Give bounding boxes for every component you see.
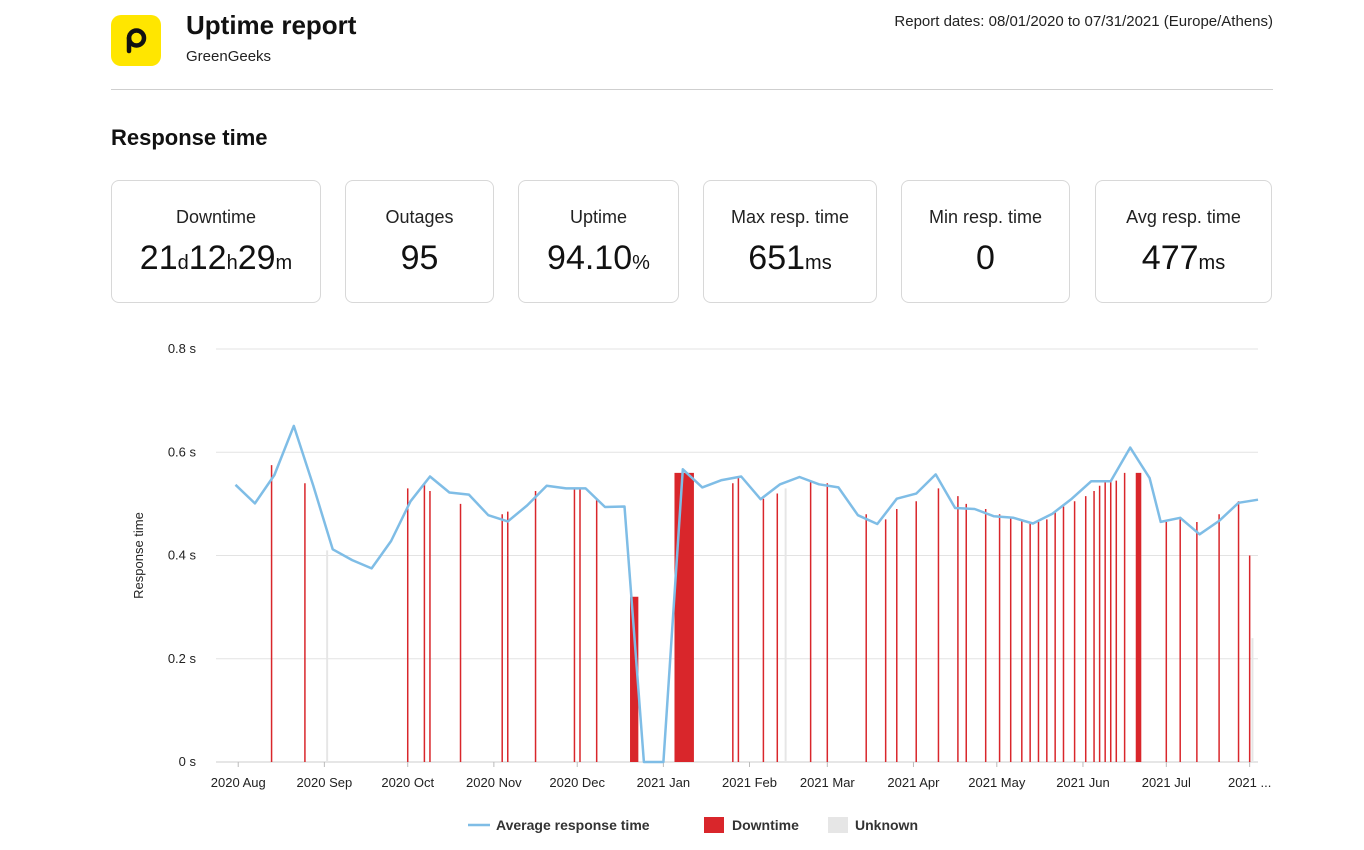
p-logo-icon — [126, 28, 147, 54]
section-title: Response time — [111, 125, 268, 150]
stat-value: 95 — [400, 239, 439, 277]
legend-label: Downtime — [732, 817, 799, 833]
header-divider — [111, 89, 1273, 90]
stat-label: Uptime — [569, 207, 627, 227]
stat-label: Avg resp. time — [1126, 207, 1241, 227]
x-tick-label: 2020 Aug — [211, 775, 266, 790]
y-tick-label: 0.6 s — [168, 444, 197, 459]
y-tick-label: 0 s — [179, 754, 197, 769]
response-time-chart: 0 s 0.2 s 0.4 s 0.6 s 0.8 s Response time 2020… — [131, 341, 1271, 833]
stat-card-avg-resp: Avg resp. time 477ms — [1095, 180, 1272, 303]
avg-response-line — [234, 424, 1259, 764]
x-tick-label: 2020 Sep — [297, 775, 353, 790]
legend-label: Average response time — [496, 817, 650, 833]
legend-label: Unknown — [855, 817, 918, 833]
legend-unknown-swatch — [828, 817, 848, 833]
downtime-area — [1135, 472, 1142, 762]
downtime-area — [630, 596, 639, 762]
stat-value: 0 — [976, 239, 995, 277]
stat-value: 651ms — [704, 239, 876, 278]
x-tick-label: 2020 Oct — [381, 775, 434, 790]
stat-label: Outages — [385, 207, 454, 227]
downtime-minutes: 29 — [237, 239, 276, 277]
x-tick-label: 2021 ... — [1228, 775, 1271, 790]
x-tick-label: 2021 Jan — [637, 775, 691, 790]
avg-resp-value: 477 — [1141, 239, 1199, 277]
y-axis-title: Response time — [131, 512, 146, 599]
percent-unit: % — [632, 252, 650, 274]
downtime-days: 21 — [139, 239, 178, 277]
uptime-value: 94.10 — [547, 239, 633, 277]
max-resp-value: 651 — [748, 239, 806, 277]
stat-card-uptime: Uptime 94.10% — [518, 180, 679, 303]
x-tick-label: 2020 Dec — [549, 775, 605, 790]
x-tick-label: 2020 Nov — [466, 775, 522, 790]
hours-unit: h — [226, 252, 238, 274]
stat-value: 94.10% — [519, 239, 678, 278]
x-tick-label: 2021 Jun — [1056, 775, 1110, 790]
stat-label: Min resp. time — [928, 207, 1043, 227]
x-tick-label: 2021 Mar — [800, 775, 856, 790]
downtime-hours: 12 — [188, 239, 227, 277]
stat-value: 477ms — [1096, 239, 1271, 278]
stat-label: Max resp. time — [730, 207, 850, 227]
downtime-area — [674, 472, 694, 762]
x-tick-label: 2021 Feb — [722, 775, 777, 790]
y-tick-label: 0.8 s — [168, 341, 197, 356]
stat-card-max-resp: Max resp. time 651ms — [703, 180, 877, 303]
x-tick-label: 2021 Apr — [887, 775, 940, 790]
stat-card-downtime: Downtime 21d12h29m — [111, 180, 321, 303]
days-unit: d — [177, 252, 189, 274]
report-title: Uptime report — [186, 10, 357, 40]
stat-card-min-resp: Min resp. time 0 — [901, 180, 1070, 303]
stat-label: Downtime — [175, 207, 257, 227]
stat-card-outages: Outages 95 — [345, 180, 494, 303]
report-subtitle: GreenGeeks — [186, 48, 272, 65]
legend-downtime-swatch — [704, 817, 724, 833]
report-dates: Report dates: 08/01/2020 to 07/31/2021 (… — [894, 13, 1273, 30]
x-tick-label: 2021 Jul — [1142, 775, 1191, 790]
minutes-unit: m — [275, 252, 293, 274]
y-tick-label: 0.4 s — [168, 548, 197, 563]
ms-unit: ms — [805, 252, 832, 274]
stat-value: 21d12h29m — [112, 239, 320, 278]
ms-unit: ms — [1198, 252, 1226, 274]
logo — [111, 15, 161, 66]
y-tick-label: 0.2 s — [168, 651, 197, 666]
x-tick-label: 2021 May — [968, 775, 1026, 790]
